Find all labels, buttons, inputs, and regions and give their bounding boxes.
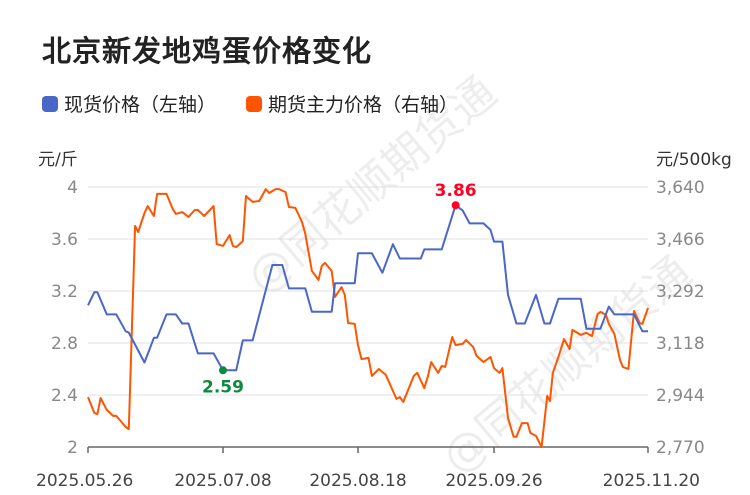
legend-swatch-spot <box>42 95 58 112</box>
left-tick-label: 3.6 <box>51 230 78 250</box>
left-tick-label: 2.4 <box>51 386 78 406</box>
right-tick-label: 3,292 <box>656 282 705 302</box>
right-tick-label: 2,944 <box>656 386 705 406</box>
legend-item-spot[interactable]: 现货价格（左轴） <box>42 90 216 117</box>
x-tick-label: 2025.11.20 <box>603 471 700 491</box>
futures-price-line <box>87 188 649 448</box>
left-tick-label: 2.8 <box>51 334 78 354</box>
legend-label-spot: 现货价格（左轴） <box>64 94 217 116</box>
min-data-label: 2.59 <box>202 377 244 397</box>
left-tick-label: 4 <box>67 178 78 198</box>
left-tick-label: 2 <box>67 438 78 458</box>
legend-label-futures: 期货主力价格（右轴） <box>268 94 459 116</box>
spot-price-line <box>87 204 648 372</box>
legend: 现货价格（左轴） 期货主力价格（右轴） <box>42 90 458 117</box>
right-tick-label: 2,770 <box>656 438 705 458</box>
legend-item-futures[interactable]: 期货主力价格（右轴） <box>246 90 458 117</box>
chart-title: 北京新发地鸡蛋价格变化 <box>42 34 373 68</box>
x-tick-label: 2025.07.08 <box>174 471 271 491</box>
right-tick-label: 3,640 <box>656 178 705 198</box>
right-axis-unit: 元/500kg <box>656 150 732 170</box>
left-axis-unit: 元/斤 <box>38 150 78 170</box>
left-tick-label: 3.2 <box>51 282 78 302</box>
x-tick-label: 2025.05.26 <box>36 471 133 491</box>
max-data-label: 3.86 <box>435 181 477 201</box>
x-tick-label: 2025.08.18 <box>309 471 406 491</box>
right-tick-label: 3,118 <box>656 334 705 354</box>
right-tick-label: 3,466 <box>656 230 705 250</box>
x-tick-label: 2025.09.26 <box>445 471 542 491</box>
legend-swatch-futures <box>246 95 263 112</box>
max-point-marker <box>451 201 460 210</box>
min-point-marker <box>219 366 227 375</box>
